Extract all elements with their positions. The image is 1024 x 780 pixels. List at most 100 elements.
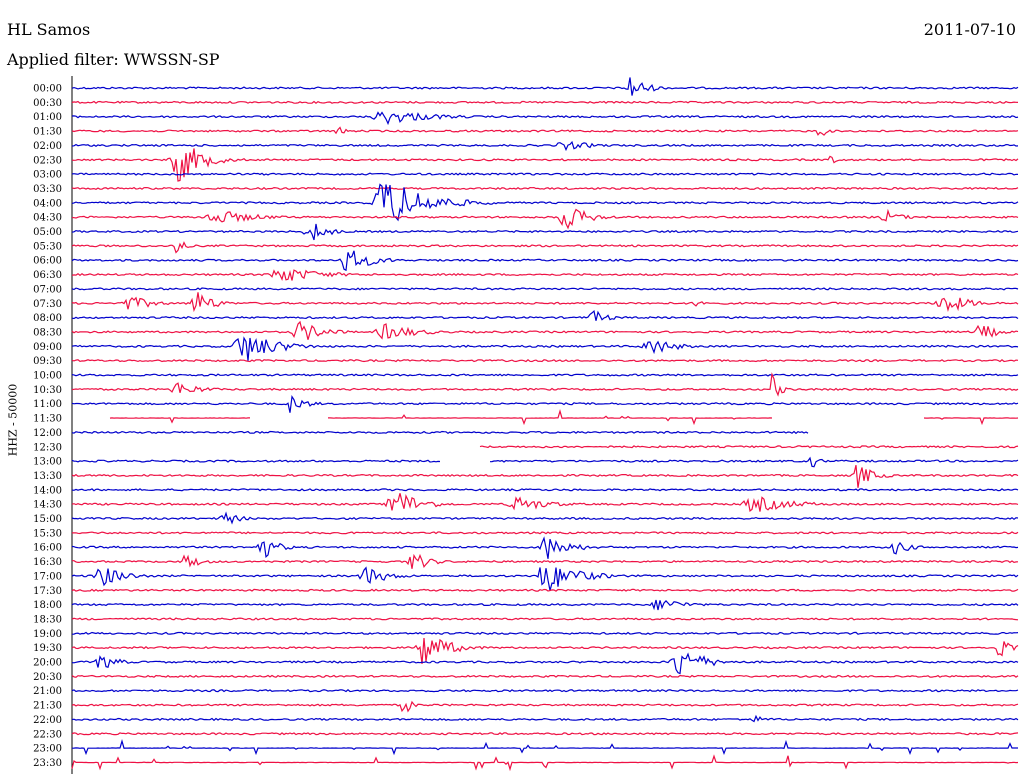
tick-label-1200: 12:00 [33,428,62,439]
trace-0800 [71,309,1019,321]
tick-label-0600: 06:00 [33,256,62,267]
trace-1530 [72,531,1019,535]
trace-0330 [71,186,1019,191]
tick-label-0200: 02:00 [33,141,62,152]
tick-label-2330: 23:30 [33,758,62,769]
tick-label-0030: 00:30 [33,98,62,109]
trace-0930 [71,359,1019,363]
time-tick-labels: 00:00 00:30 01:00 01:30 02:00 02:30 03:00 03:30… [33,84,62,769]
trace-1130 [109,409,1019,426]
tick-label-2230: 22:30 [33,729,62,740]
tick-label-1830: 18:30 [33,614,62,625]
trace-0730 [71,292,1019,313]
trace-1100 [71,394,1019,413]
tick-label-1730: 17:30 [33,586,62,597]
station-title: HL Samos [7,20,91,39]
trace-1400 [71,488,1019,492]
trace-0500 [71,223,1019,241]
tick-label-1030: 10:30 [33,385,62,396]
trace-0530 [71,241,1019,254]
tick-label-0700: 07:00 [33,284,62,295]
tick-label-0130: 01:30 [33,127,62,138]
trace-1600 [71,536,1019,559]
tick-label-1630: 16:30 [33,557,62,568]
tick-label-2100: 21:00 [33,686,62,697]
tick-label-2000: 20:00 [33,658,62,669]
date-title: 2011-07-10 [923,20,1016,39]
trace-0230 [71,148,1019,182]
trace-2200 [71,714,1019,723]
tick-label-2300: 23:00 [33,744,62,755]
tick-label-1700: 17:00 [33,571,62,582]
trace-1630 [72,553,1019,569]
trace-1500 [71,511,1019,525]
tick-label-1100: 11:00 [33,399,62,410]
tick-label-0000: 00:00 [33,84,62,95]
tick-label-2130: 21:30 [33,701,62,712]
trace-1230 [479,445,1019,449]
trace-1200 [71,430,809,435]
trace-0830 [71,320,1019,340]
trace-0100 [71,111,1019,126]
tick-label-1330: 13:30 [33,471,62,482]
trace-0200 [71,140,1019,152]
trace-1330 [71,465,1019,488]
tick-label-1430: 14:30 [33,500,62,511]
trace-1030 [71,372,1019,397]
tick-label-1900: 19:00 [33,629,62,640]
trace-2130 [71,700,1019,713]
trace-1800 [71,599,1019,611]
tick-label-0230: 02:30 [33,155,62,166]
tick-label-1930: 19:30 [33,643,62,654]
trace-0030 [71,100,1019,104]
tick-label-1230: 12:30 [33,442,62,453]
trace-0430 [71,208,1019,230]
trace-2030 [71,674,1019,678]
trace-1900 [71,631,1019,635]
trace-0900 [71,336,1019,361]
tick-label-0930: 09:30 [33,356,62,367]
trace-1700 [71,566,1019,591]
trace-2230 [71,732,1019,736]
tick-label-0830: 08:30 [33,327,62,338]
tick-label-1800: 18:00 [33,600,62,611]
tick-label-0900: 09:00 [33,342,62,353]
trace-0630 [71,269,1019,281]
tick-label-0300: 03:00 [33,170,62,181]
tick-label-0430: 04:30 [33,213,62,224]
trace-2300 [71,739,1018,756]
trace-2000 [71,652,1019,675]
tick-label-0100: 01:00 [33,112,62,123]
trace-1430 [71,493,1019,512]
tick-label-1130: 11:30 [33,414,62,425]
trace-0700 [71,287,1019,291]
trace-1300 [71,456,1019,468]
tick-label-0400: 04:00 [33,198,62,209]
tick-label-2200: 22:00 [33,715,62,726]
tick-label-1300: 13:00 [33,457,62,468]
trace-1930 [71,638,1019,664]
trace-0600 [71,250,1019,272]
tick-label-1600: 16:00 [33,543,62,554]
trace-0000 [71,77,1019,96]
tick-label-1000: 10:00 [33,371,62,382]
tick-label-0800: 08:00 [33,313,62,324]
tick-label-0530: 05:30 [33,241,62,252]
tick-label-2030: 20:30 [33,672,62,683]
tick-label-1400: 14:00 [33,485,62,496]
tick-label-0500: 05:00 [33,227,62,238]
trace-1000 [71,373,1019,377]
trace-0300 [71,172,1019,176]
filter-label: Applied filter: WWSSN-SP [7,50,220,69]
trace-0130 [71,126,1019,136]
tick-label-0630: 06:30 [33,270,62,281]
trace-2100 [71,689,1019,693]
trace-1730 [71,588,1019,592]
trace-lines [71,77,1019,772]
tick-label-0730: 07:30 [33,299,62,310]
trace-1830 [71,617,1019,621]
trace-2330 [71,754,1019,772]
tick-label-0330: 03:30 [33,184,62,195]
tick-label-1530: 15:30 [33,528,62,539]
tick-label-1500: 15:00 [33,514,62,525]
